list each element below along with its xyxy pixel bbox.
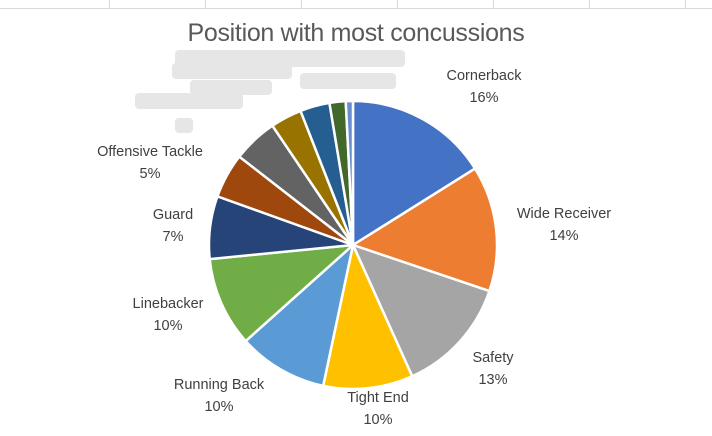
slice-label-percent: 13% — [478, 372, 507, 388]
pie-slice-linebacker[interactable] — [208, 243, 355, 343]
spreadsheet-gridlines — [0, 0, 712, 9]
slice-label-percent: 16% — [469, 90, 498, 106]
slice-label-percent: 5% — [140, 166, 161, 182]
slice-label-name: Tight End — [347, 390, 409, 406]
slice-label-percent: 10% — [204, 399, 233, 415]
slice-label-name: Offensive Tackle — [97, 144, 203, 160]
slice-label-percent: 10% — [363, 412, 392, 428]
redacted-label — [172, 63, 292, 79]
slice-label-percent: 7% — [163, 229, 184, 245]
redacted-label — [175, 50, 405, 67]
pie-slice-safety[interactable] — [351, 243, 491, 378]
redacted-label — [135, 93, 243, 109]
redacted-label — [175, 118, 193, 133]
slice-label-name: Cornerback — [447, 68, 523, 84]
pie-slice-unlabeled[interactable] — [344, 99, 355, 247]
chart-title: Position with most concussions — [187, 19, 525, 47]
pie-slice-wide-receiver[interactable] — [351, 167, 499, 293]
slice-label-name: Guard — [153, 207, 193, 223]
slice-label-name: Safety — [472, 350, 514, 366]
pie-slice-running-back[interactable] — [244, 243, 355, 388]
pie-slice-cornerback[interactable] — [351, 99, 477, 247]
slice-label-name: Running Back — [174, 377, 265, 393]
slice-label-percent: 14% — [549, 228, 578, 244]
redacted-label — [190, 80, 272, 95]
redacted-label — [300, 73, 396, 89]
slice-label-name: Wide Receiver — [517, 206, 611, 222]
slice-label-percent: 10% — [153, 318, 182, 334]
slice-label-name: Linebacker — [133, 296, 204, 312]
